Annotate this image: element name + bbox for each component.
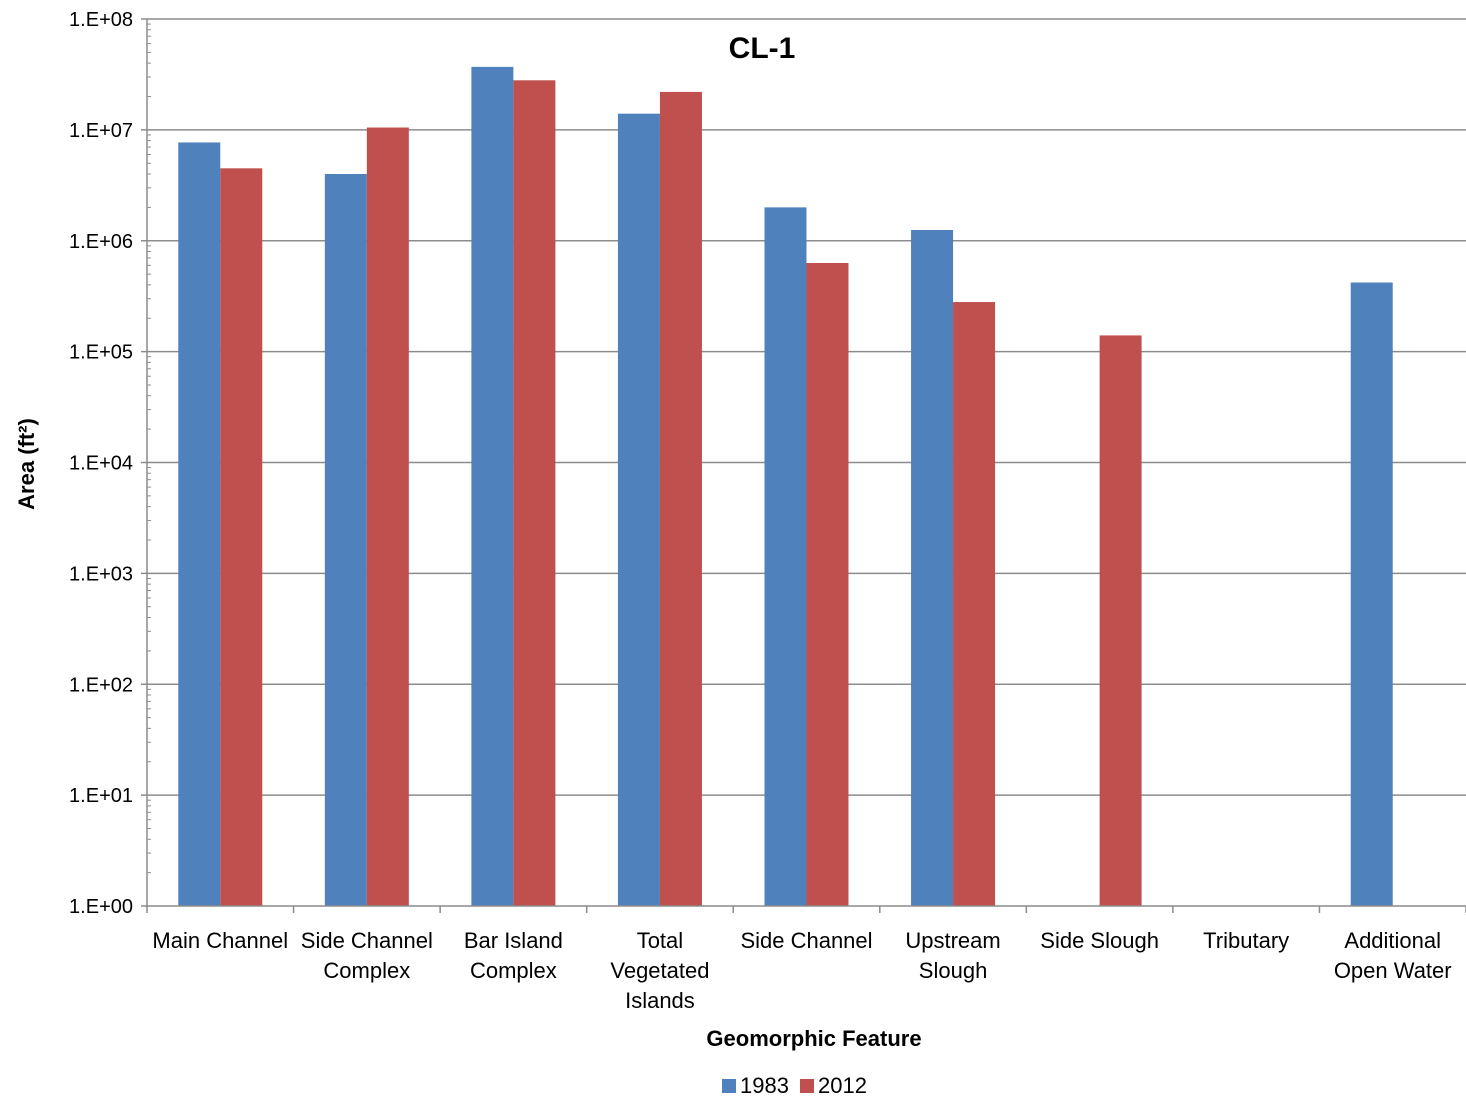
y-tick-label: 1.E+05 xyxy=(69,342,133,364)
y-tick-label: 1.E+03 xyxy=(69,563,133,585)
bar-2012 xyxy=(659,91,702,907)
bar-2012 xyxy=(366,127,409,906)
bar-2012 xyxy=(806,262,849,906)
x-tick-label: Total Vegetated Islands xyxy=(610,928,709,1013)
y-tick-label: 1.E+01 xyxy=(69,785,133,807)
bar-1983 xyxy=(324,173,367,907)
x-tick-label: Tributary xyxy=(1203,928,1289,953)
x-tick-label: Side Slough xyxy=(1040,928,1159,953)
x-tick-label: Upstream Slough xyxy=(905,928,1000,983)
bar-1983 xyxy=(178,142,221,907)
y-tick-label: 1.E+07 xyxy=(69,120,133,142)
y-axis-title: Area (ft²) xyxy=(14,418,39,510)
bar-2012 xyxy=(1099,335,1142,906)
bar-2012 xyxy=(513,80,556,906)
y-tick-label: 1.E+08 xyxy=(69,9,133,31)
legend-swatch-1983 xyxy=(722,1079,736,1093)
bar-1983 xyxy=(911,230,954,906)
bars xyxy=(178,66,1393,907)
y-tick-label: 1.E+00 xyxy=(69,896,133,918)
axes xyxy=(141,18,1466,913)
legend-label-2012: 2012 xyxy=(818,1073,867,1098)
bar-1983 xyxy=(764,207,807,907)
bar-1983 xyxy=(617,113,660,907)
x-tick-label: Side Channel Complex xyxy=(301,928,433,983)
y-tick-label: 1.E+06 xyxy=(69,231,133,253)
tick-labels: 1.E+00 1.E+01 1.E+02 1.E+03 1.E+04 1.E+05 1.E+… xyxy=(69,9,1452,1013)
y-tick-label: 1.E+02 xyxy=(69,674,133,696)
legend-label-1983: 1983 xyxy=(740,1073,789,1098)
legend-swatch-2012 xyxy=(800,1079,814,1093)
x-tick-label: Bar Island Complex xyxy=(464,928,563,983)
x-tick-label: Main Channel xyxy=(152,928,288,953)
legend: 1983 2012 xyxy=(722,1073,867,1098)
x-tick-label: Additional Open Water xyxy=(1334,928,1452,983)
chart-title: CL-1 xyxy=(729,32,796,65)
bar-1983 xyxy=(1350,282,1393,907)
bar-2012 xyxy=(953,302,996,906)
bar-1983 xyxy=(471,66,514,907)
bar-2012 xyxy=(220,168,263,906)
y-tick-label: 1.E+04 xyxy=(69,453,133,475)
x-tick-label: Side Channel xyxy=(740,928,872,953)
x-axis-title: Geomorphic Feature xyxy=(706,1026,921,1051)
